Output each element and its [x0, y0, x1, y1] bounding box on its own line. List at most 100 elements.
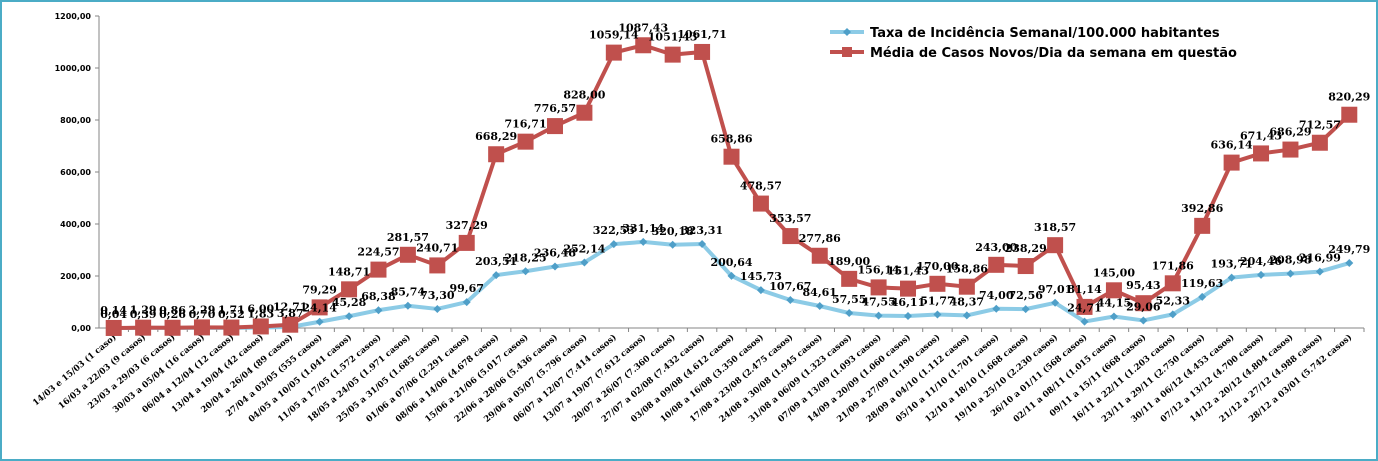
marker	[345, 312, 354, 321]
marker	[576, 104, 593, 121]
y-tick-label: 600,00	[60, 168, 91, 177]
data-label: 224,57	[357, 246, 399, 259]
marker	[429, 257, 446, 274]
marker	[635, 37, 652, 54]
data-label: 24,14	[302, 302, 337, 315]
marker	[904, 312, 913, 321]
data-label: 240,71	[416, 241, 458, 254]
data-label: 820,29	[1328, 91, 1370, 104]
marker	[403, 301, 412, 310]
marker	[1168, 310, 1177, 319]
data-label: 84,61	[803, 286, 837, 299]
data-label: 1,83	[247, 308, 274, 321]
data-label: 1059,14	[589, 29, 639, 42]
data-label: 119,63	[1181, 277, 1223, 290]
marker	[492, 271, 501, 280]
marker	[164, 319, 181, 336]
data-label: 97,01	[1038, 283, 1072, 296]
data-label: 156,14	[858, 263, 900, 276]
marker	[811, 247, 828, 264]
marker	[1105, 282, 1122, 299]
marker	[223, 319, 240, 336]
data-label: 51,77	[920, 295, 954, 308]
data-label: 277,86	[799, 232, 841, 245]
data-label: 1,71	[218, 304, 245, 317]
legend-label: Média de Casos Novos/Dia da semana em qu…	[870, 46, 1237, 61]
data-label: 0,04	[100, 308, 127, 321]
data-label: 331,14	[622, 222, 664, 235]
marker	[550, 262, 559, 271]
data-label: 107,67	[769, 280, 811, 293]
marker	[870, 279, 887, 296]
data-label: 658,86	[710, 133, 752, 146]
data-label: 193,71	[1211, 258, 1253, 271]
marker	[1345, 259, 1354, 268]
data-label: 81,14	[1067, 283, 1102, 296]
marker	[1080, 317, 1089, 326]
data-label: 281,57	[387, 231, 429, 244]
marker	[399, 246, 416, 263]
marker	[1341, 106, 1358, 123]
marker	[370, 261, 387, 278]
data-label: 392,86	[1181, 202, 1223, 215]
marker	[1257, 270, 1266, 279]
marker	[252, 318, 269, 335]
data-label: 12,71	[273, 301, 307, 314]
marker	[900, 280, 917, 297]
data-label: 48,37	[950, 295, 984, 308]
y-tick-label: 1000,00	[55, 64, 92, 73]
marker	[1021, 305, 1030, 314]
marker	[723, 148, 740, 165]
data-label: 44,15	[1097, 297, 1131, 310]
data-label: 68,38	[361, 290, 396, 303]
marker	[752, 195, 769, 212]
data-label: 3,87	[277, 307, 304, 320]
data-label: 99,67	[450, 282, 484, 295]
data-label: 73,30	[420, 289, 455, 302]
marker	[845, 309, 854, 318]
marker	[1223, 154, 1240, 171]
data-label: 318,57	[1034, 221, 1076, 234]
marker	[605, 44, 622, 61]
marker	[874, 311, 883, 320]
marker	[1109, 312, 1118, 321]
marker	[639, 237, 648, 246]
data-label: 57,55	[832, 293, 866, 306]
data-label: 716,71	[505, 118, 547, 131]
marker	[786, 296, 795, 305]
data-label: 668,29	[475, 130, 517, 143]
data-label: 52,33	[1156, 294, 1190, 307]
marker	[193, 319, 210, 336]
data-label: 151,43	[887, 265, 929, 278]
marker	[988, 256, 1005, 273]
marker	[756, 286, 765, 295]
marker	[668, 240, 677, 249]
data-label: 2,29	[189, 303, 216, 316]
data-label: 6,00	[247, 302, 274, 315]
data-label: 686,29	[1269, 126, 1311, 139]
data-label: 0,14	[100, 304, 127, 317]
data-label: 0,70	[189, 308, 216, 321]
data-label: 1051,43	[648, 31, 698, 44]
data-label: 776,57	[534, 102, 576, 115]
marker	[580, 258, 589, 267]
data-label: 145,73	[740, 270, 782, 283]
marker	[694, 43, 711, 60]
data-label: 85,74	[391, 286, 426, 299]
data-label: 0,39	[130, 308, 157, 321]
marker	[341, 281, 358, 298]
marker	[311, 299, 328, 316]
marker	[315, 317, 324, 326]
data-label: 216,99	[1299, 252, 1341, 265]
data-label: 171,86	[1152, 259, 1194, 272]
data-label: 0,26	[159, 308, 186, 321]
marker	[1311, 134, 1328, 151]
data-label: 204,46	[1240, 255, 1282, 268]
marker	[664, 46, 681, 63]
marker	[992, 304, 1001, 313]
marker	[517, 133, 534, 150]
marker	[929, 275, 946, 292]
marker	[546, 118, 563, 135]
